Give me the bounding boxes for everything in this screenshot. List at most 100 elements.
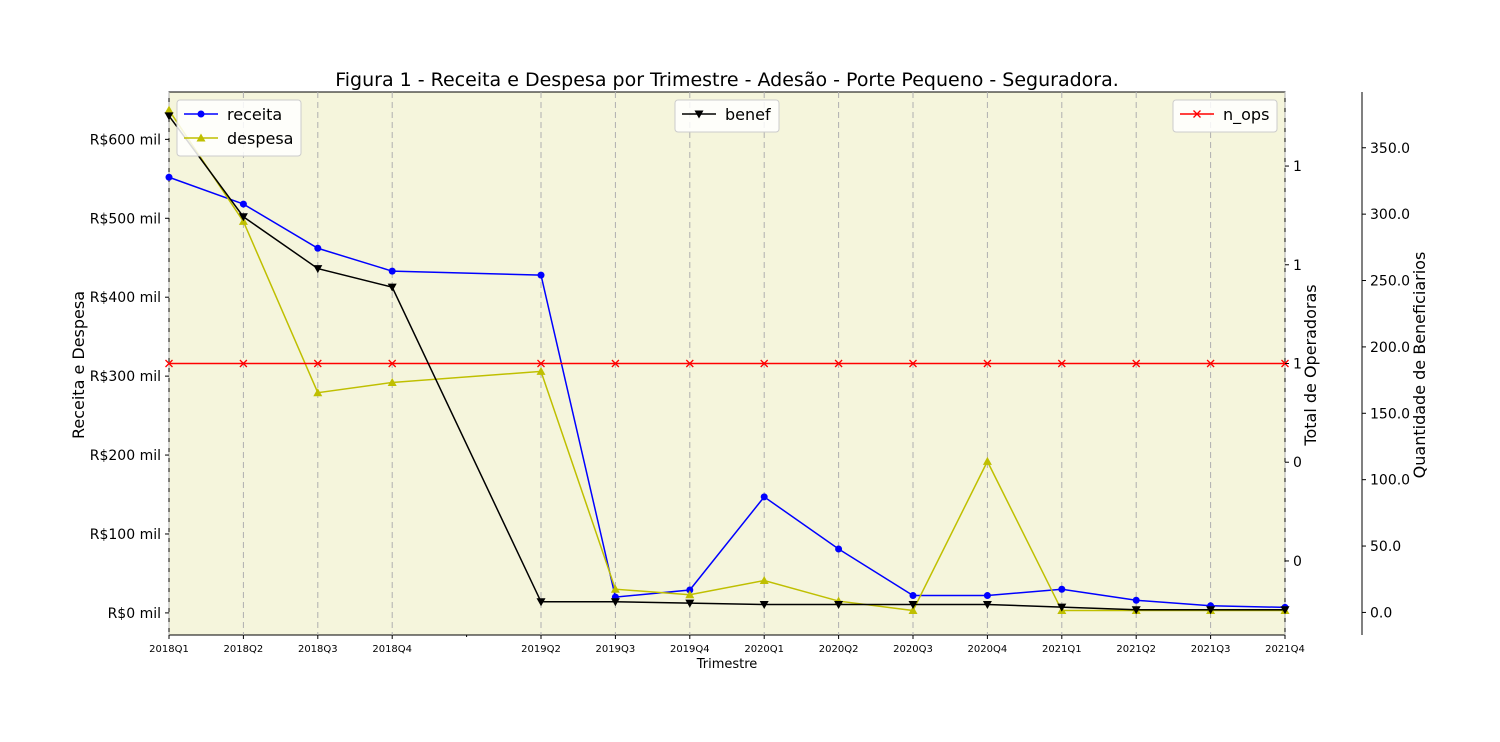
series-despesa	[164, 105, 1290, 615]
data-point	[536, 598, 546, 607]
data-point	[1058, 585, 1066, 593]
data-point	[611, 359, 620, 368]
data-point	[1131, 606, 1141, 615]
data-point	[314, 244, 322, 252]
x-tick-label: 2021Q3	[1191, 644, 1231, 655]
y-tick-label-left: R$500 mil	[90, 211, 161, 227]
y-tick-label-left: R$300 mil	[90, 369, 161, 385]
data-point	[536, 366, 546, 375]
y-tick-label-right: 0	[1293, 455, 1302, 471]
data-point	[610, 584, 620, 593]
y-tick-label-far-right: 100.0	[1370, 473, 1410, 489]
data-point	[1057, 359, 1066, 368]
data-point	[909, 359, 917, 368]
data-point	[909, 592, 917, 600]
legend-box	[674, 99, 780, 133]
chart-title: Figura 1 - Receita e Despesa por Trimest…	[335, 69, 1119, 91]
y-axis-label-right: Total de Operadoras	[1301, 284, 1320, 446]
x-tick-label: 2018Q2	[224, 644, 264, 655]
data-point	[610, 598, 620, 607]
y-tick-label-far-right: 50.0	[1370, 539, 1401, 555]
y-tick-label-left: R$100 mil	[90, 527, 161, 543]
data-point	[388, 267, 396, 275]
data-point	[1280, 606, 1290, 615]
data-point	[982, 456, 992, 465]
data-point	[983, 359, 992, 368]
y-tick-label-far-right: 0.0	[1370, 605, 1392, 621]
data-point	[983, 592, 991, 600]
y-tick-label-far-right: 250.0	[1370, 274, 1410, 290]
data-point	[239, 200, 247, 208]
data-point	[387, 377, 397, 386]
y-tick-label-far-right: 350.0	[1370, 141, 1410, 157]
series-n_ops	[165, 359, 1289, 368]
y-tick-label-far-right: 300.0	[1370, 207, 1410, 223]
series-layer	[164, 105, 1290, 615]
x-tick-label: 2018Q3	[298, 644, 338, 655]
y-tick-label-far-right: 200.0	[1370, 340, 1410, 356]
x-tick-label: 2018Q4	[372, 644, 412, 655]
legend-label-despesa: despesa	[227, 129, 293, 148]
data-point	[1206, 359, 1215, 368]
data-point	[686, 586, 694, 594]
data-point	[238, 213, 248, 222]
data-point	[982, 600, 992, 609]
y-tick-label-left: R$600 mil	[90, 132, 161, 148]
data-point	[759, 576, 769, 585]
x-tick-label: 2021Q1	[1042, 644, 1082, 655]
data-point	[1057, 603, 1067, 612]
y-tick-label-right: 1	[1293, 357, 1302, 373]
data-point	[164, 112, 174, 121]
y-tick-label-left: R$400 mil	[90, 290, 161, 306]
data-point	[388, 359, 397, 368]
data-point	[197, 110, 205, 118]
x-axis-label: Trimestre	[696, 657, 758, 672]
y-tick-label-left: R$0 mil	[108, 606, 161, 622]
data-point	[685, 590, 695, 599]
x-tick-label: 2020Q1	[744, 644, 784, 655]
data-point	[313, 388, 323, 397]
legend-label-receita: receita	[227, 105, 282, 124]
data-point	[165, 359, 173, 368]
x-tick-label: 2018Q1	[149, 644, 189, 655]
data-point	[908, 606, 918, 615]
data-point	[387, 283, 397, 292]
legends: receita despesa benef n_ops	[176, 99, 1278, 157]
series-benef	[164, 112, 1290, 615]
data-point	[760, 359, 769, 368]
data-point	[1206, 606, 1216, 615]
data-point	[685, 599, 695, 608]
y-axis-label-left: Receita e Despesa	[69, 291, 88, 439]
data-point	[908, 600, 918, 609]
data-point	[537, 359, 545, 368]
y-tick-label-left: R$200 mil	[90, 448, 161, 464]
x-tick-label: 2019Q3	[596, 644, 636, 655]
data-point	[165, 173, 173, 181]
data-point	[694, 110, 704, 119]
x-tick-label: 2019Q2	[521, 644, 561, 655]
x-tick-label: 2021Q2	[1116, 644, 1156, 655]
x-tick-label: 2020Q4	[968, 644, 1008, 655]
axes: 2018Q1 2018Q2 2018Q3 2018Q4 2019Q2 2019Q3 2019…	[90, 132, 1410, 655]
legend-label-n_ops: n_ops	[1223, 105, 1269, 125]
x-tick-label: 2020Q2	[819, 644, 859, 655]
x-tick-label: 2021Q4	[1265, 644, 1305, 655]
data-point	[537, 271, 545, 279]
y-tick-label-right: 1	[1293, 159, 1302, 175]
y-tick-label-far-right: 150.0	[1370, 406, 1410, 422]
x-tick-label: 2019Q4	[670, 644, 710, 655]
y-tick-label-right: 1	[1293, 258, 1302, 274]
data-point	[1132, 359, 1141, 368]
y-tick-label-right: 0	[1293, 554, 1302, 570]
data-point	[685, 359, 694, 368]
legend-box	[1172, 99, 1278, 133]
data-point	[759, 600, 769, 609]
data-point	[760, 493, 768, 501]
data-point	[196, 133, 206, 142]
data-point	[834, 600, 844, 609]
y-axis-label-far-right: Quantidade de Beneficiarios	[1410, 252, 1429, 479]
legend-label-benef: benef	[725, 105, 771, 124]
data-point	[239, 359, 248, 368]
data-point	[1193, 110, 1201, 118]
